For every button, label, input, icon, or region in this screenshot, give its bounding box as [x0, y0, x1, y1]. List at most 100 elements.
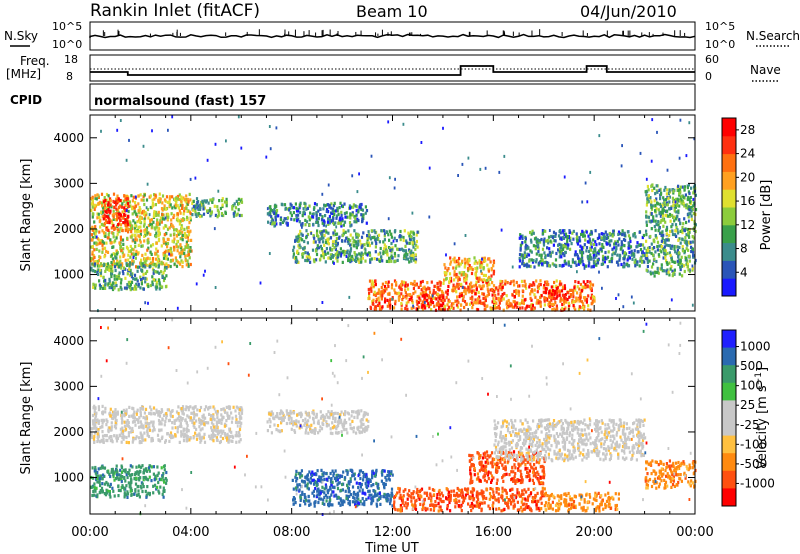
data-cell: [142, 468, 146, 472]
data-cell: [94, 489, 97, 493]
data-cell: [156, 465, 159, 469]
data-cell: [596, 261, 600, 265]
data-cell: [676, 248, 679, 253]
noise-cell: [176, 306, 179, 310]
data-cell: [470, 271, 474, 276]
data-cell: [400, 302, 403, 306]
data-cell: [464, 288, 467, 292]
data-cell: [91, 252, 94, 256]
data-cell: [606, 265, 609, 269]
data-cell: [96, 216, 99, 220]
data-cell: [117, 288, 120, 292]
data-cell: [415, 239, 418, 244]
data-cell: [337, 212, 340, 216]
data-cell: [569, 294, 572, 298]
data-cell: [126, 423, 129, 428]
data-cell: [135, 418, 138, 422]
data-cell: [112, 235, 115, 239]
data-cell: [165, 242, 168, 246]
data-cell: [686, 203, 689, 207]
data-cell: [142, 415, 145, 420]
data-cell: [668, 212, 672, 217]
data-cell: [542, 286, 545, 290]
data-cell: [384, 250, 387, 254]
data-cell: [684, 236, 687, 240]
data-cell: [131, 207, 134, 211]
data-cell: [116, 470, 119, 474]
data-cell: [475, 269, 478, 273]
data-cell: [312, 234, 315, 238]
data-cell: [354, 204, 357, 208]
data-cell: [152, 220, 155, 224]
data-cell: [593, 299, 596, 303]
data-cell: [155, 408, 158, 412]
data-cell: [107, 266, 110, 270]
data-cell: [391, 296, 394, 300]
data-cell: [558, 242, 561, 246]
data-cell: [98, 491, 101, 495]
data-cell: [368, 291, 371, 295]
data-cell: [115, 418, 118, 423]
data-cell: [165, 231, 168, 236]
data-cell: [103, 255, 106, 259]
noise-cell: [678, 156, 681, 160]
data-cell: [380, 255, 383, 259]
data-cell: [238, 434, 241, 438]
data-cell: [101, 243, 104, 247]
data-cell: [410, 253, 413, 257]
data-cell: [476, 266, 479, 270]
data-cell: [338, 235, 341, 239]
data-cell: [159, 197, 162, 201]
data-cell: [459, 262, 462, 266]
data-cell: [220, 413, 223, 417]
data-cell: [97, 480, 100, 484]
data-cell: [102, 440, 105, 444]
data-cell: [102, 231, 106, 235]
data-cell: [687, 268, 690, 272]
data-cell: [126, 263, 129, 267]
data-cell: [107, 194, 110, 198]
data-cell: [317, 217, 320, 221]
data-cell: [373, 235, 376, 240]
power-cells: [90, 115, 698, 313]
data-cell: [333, 201, 336, 205]
data-cell: [660, 250, 663, 254]
data-cell: [179, 243, 182, 247]
data-cell: [329, 236, 333, 240]
data-cell: [646, 260, 649, 264]
data-cell: [683, 204, 686, 208]
data-cell: [127, 434, 130, 438]
data-cell: [520, 279, 524, 283]
data-cell: [694, 229, 697, 234]
data-cell: [678, 237, 681, 241]
data-cell: [558, 290, 561, 294]
data-cell: [98, 249, 101, 253]
data-cell: [534, 247, 537, 251]
data-cell: [563, 299, 566, 303]
data-cell: [166, 227, 170, 231]
data-cell: [130, 272, 133, 277]
data-cell: [352, 205, 355, 209]
data-cell: [677, 231, 680, 235]
data-cell: [222, 407, 225, 411]
data-cell: [106, 206, 109, 210]
data-cell: [177, 197, 180, 201]
data-cell: [116, 436, 119, 440]
data-cell: [238, 201, 241, 205]
data-cell: [555, 264, 558, 268]
data-cell: [195, 197, 199, 201]
data-cell: [648, 259, 651, 263]
data-cell: [159, 284, 162, 288]
data-cell: [195, 427, 198, 431]
data-cell: [493, 299, 496, 303]
data-cell: [179, 237, 182, 241]
data-cell: [504, 279, 507, 283]
data-cell: [106, 210, 110, 214]
data-cell: [161, 208, 164, 212]
data-cell: [304, 204, 307, 209]
data-cell: [536, 240, 539, 244]
data-cell: [95, 426, 98, 430]
data-cell: [347, 229, 350, 233]
data-cell: [319, 230, 322, 234]
data-cell: [620, 246, 623, 250]
